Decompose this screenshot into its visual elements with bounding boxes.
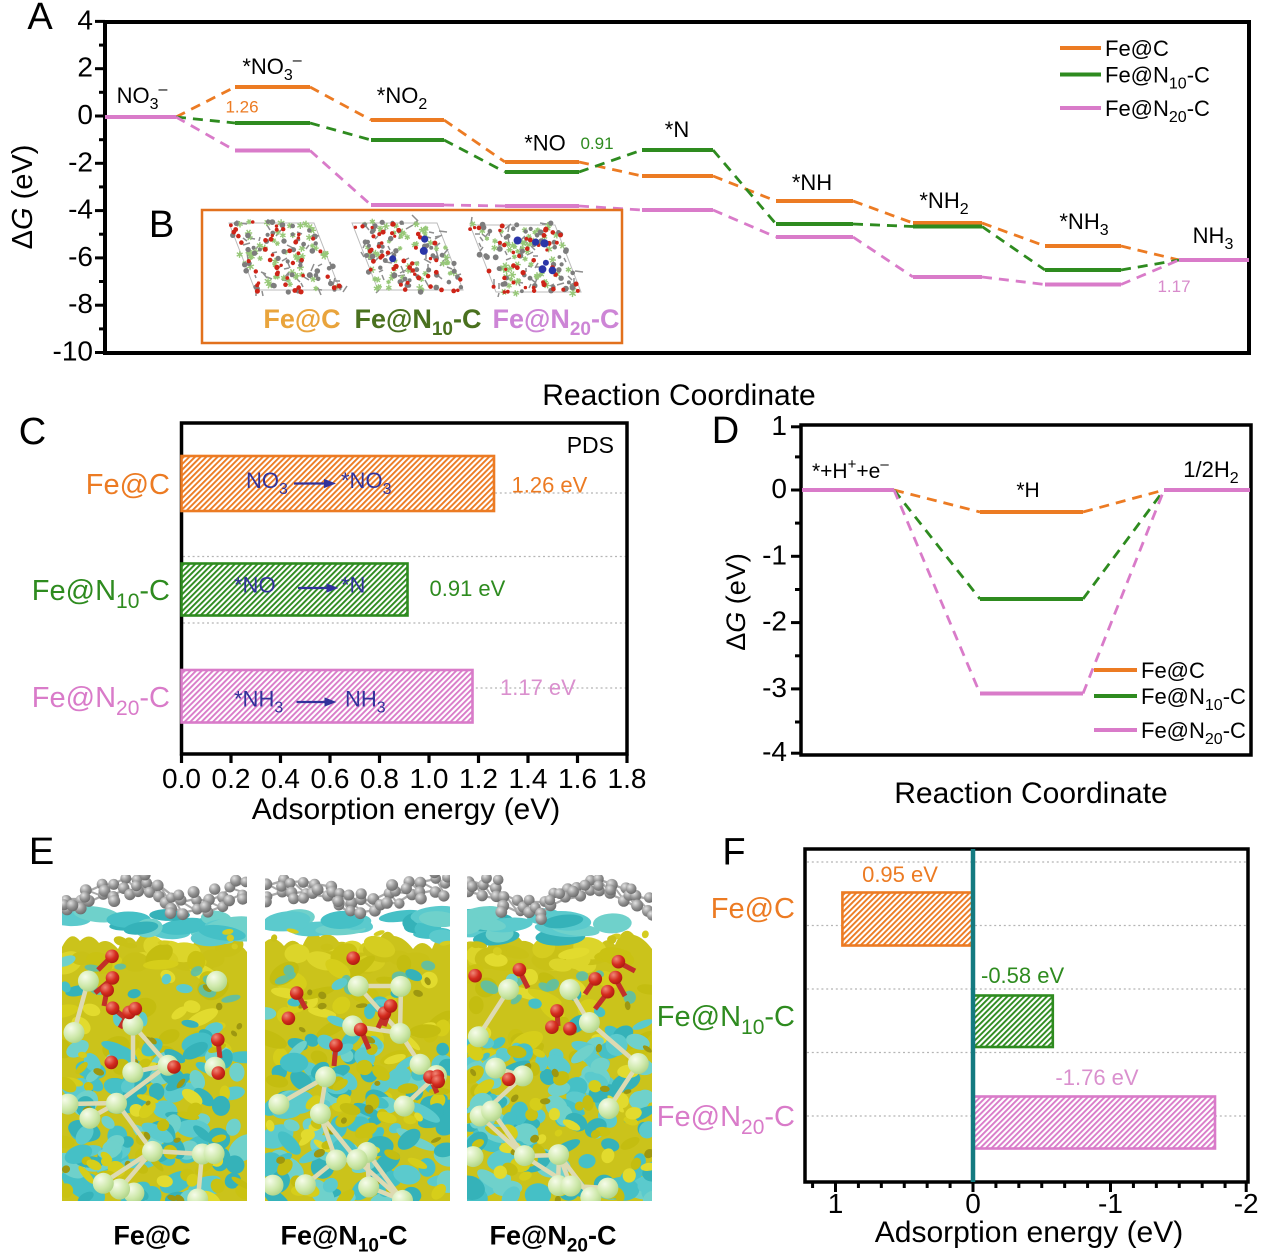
svg-text:Adsorption energy (eV): Adsorption energy (eV) [252,793,561,826]
svg-text:*NH2: *NH2 [919,188,968,218]
svg-text:Fe@C: Fe@C [113,1221,190,1251]
svg-text:NO3: NO3 [246,468,288,498]
svg-text:*N: *N [341,573,365,598]
svg-text:4: 4 [77,4,93,35]
svg-text:1.2: 1.2 [459,763,498,794]
svg-text:A: A [27,0,53,38]
svg-text:-4: -4 [68,194,93,225]
svg-text:0: 0 [965,1188,981,1219]
svg-text:Adsorption energy (eV): Adsorption energy (eV) [875,1216,1184,1249]
svg-text:1: 1 [771,410,787,441]
svg-text:-4: -4 [762,736,787,767]
svg-text:Fe@N20-C: Fe@N20-C [490,1221,617,1255]
svg-text:Fe@C: Fe@C [1141,658,1205,683]
svg-text:1/2H2: 1/2H2 [1183,457,1238,487]
svg-text:E: E [29,831,54,873]
svg-text:C: C [19,411,46,453]
svg-text:NH3: NH3 [345,687,386,717]
svg-text:1.6: 1.6 [558,763,597,794]
svg-text:0: 0 [77,99,93,130]
svg-text:Fe@N10-C: Fe@N10-C [355,304,482,340]
svg-text:0.4: 0.4 [261,763,300,794]
svg-text:1.0: 1.0 [410,763,449,794]
svg-text:PDS: PDS [567,432,614,458]
svg-text:*NO2: *NO2 [377,83,428,113]
svg-text:D: D [712,410,739,452]
svg-text:NO3–: NO3– [117,81,168,113]
svg-text:*NO3: *NO3 [341,468,392,498]
svg-text:-8: -8 [68,288,93,319]
svg-text:Fe@N10-C: Fe@N10-C [281,1221,408,1255]
svg-text:*H: *H [1016,479,1039,502]
svg-text:-6: -6 [68,241,93,272]
svg-text:0.95 eV: 0.95 eV [862,862,938,887]
svg-text:ΔG (eV): ΔG (eV) [7,145,39,250]
svg-text:0.0: 0.0 [162,763,201,794]
svg-text:*NO: *NO [524,131,566,156]
svg-text:Fe@C: Fe@C [86,469,170,501]
svg-text:ΔG (eV): ΔG (eV) [721,553,751,651]
svg-text:0.6: 0.6 [311,763,350,794]
svg-text:Fe@N20-C: Fe@N20-C [657,1101,795,1139]
svg-text:2: 2 [77,52,93,83]
svg-text:Fe@N10-C: Fe@N10-C [1141,684,1246,714]
svg-text:Reaction Coordinate: Reaction Coordinate [894,777,1168,810]
svg-text:-1.76 eV: -1.76 eV [1055,1065,1138,1090]
svg-text:Fe@C: Fe@C [1105,36,1169,61]
svg-text:Fe@N20-C: Fe@N20-C [1105,96,1210,126]
svg-text:B: B [149,204,174,246]
svg-text:*+H++e–: *+H++e– [812,456,889,483]
svg-text:1.26: 1.26 [225,98,258,117]
svg-text:Fe@N10-C: Fe@N10-C [32,575,170,613]
svg-text:-2: -2 [1234,1188,1259,1219]
svg-text:0.91: 0.91 [580,134,613,153]
svg-text:Fe@N20-C: Fe@N20-C [32,682,170,720]
svg-text:1.17 eV: 1.17 eV [500,675,576,700]
svg-text:1.26 eV: 1.26 eV [512,473,588,498]
svg-text:1.8: 1.8 [608,763,647,794]
svg-text:Fe@N10-C: Fe@N10-C [1105,63,1210,93]
svg-text:*NO: *NO [234,573,276,598]
svg-text:NH3: NH3 [1193,223,1234,253]
svg-text:F: F [722,832,745,874]
svg-text:-0.58 eV: -0.58 eV [981,963,1064,988]
svg-text:-3: -3 [762,672,787,703]
svg-text:*NO3–: *NO3– [242,52,301,84]
svg-text:*NH3: *NH3 [1059,209,1108,239]
svg-text:0.91 eV: 0.91 eV [430,576,506,601]
svg-text:-10: -10 [53,336,93,367]
svg-text:-2: -2 [68,146,93,177]
svg-text:-1: -1 [1098,1188,1123,1219]
svg-text:Fe@C: Fe@C [711,893,795,925]
svg-text:1: 1 [828,1188,844,1219]
svg-text:0.8: 0.8 [360,763,399,794]
svg-text:Fe@N20-C: Fe@N20-C [493,304,620,340]
svg-text:*NH3: *NH3 [234,687,283,717]
svg-text:*N: *N [665,117,689,142]
svg-text:Fe@C: Fe@C [263,304,340,334]
svg-text:0: 0 [771,473,787,504]
svg-text:Fe@N20-C: Fe@N20-C [1141,718,1246,748]
svg-text:-1: -1 [762,539,787,570]
svg-text:Fe@N10-C: Fe@N10-C [657,1001,795,1039]
svg-text:-2: -2 [762,606,787,637]
svg-text:0.2: 0.2 [212,763,251,794]
svg-text:*NH: *NH [792,170,832,195]
svg-text:1.4: 1.4 [509,763,548,794]
svg-text:1.17: 1.17 [1157,277,1190,296]
svg-text:Reaction Coordinate: Reaction Coordinate [542,379,816,412]
